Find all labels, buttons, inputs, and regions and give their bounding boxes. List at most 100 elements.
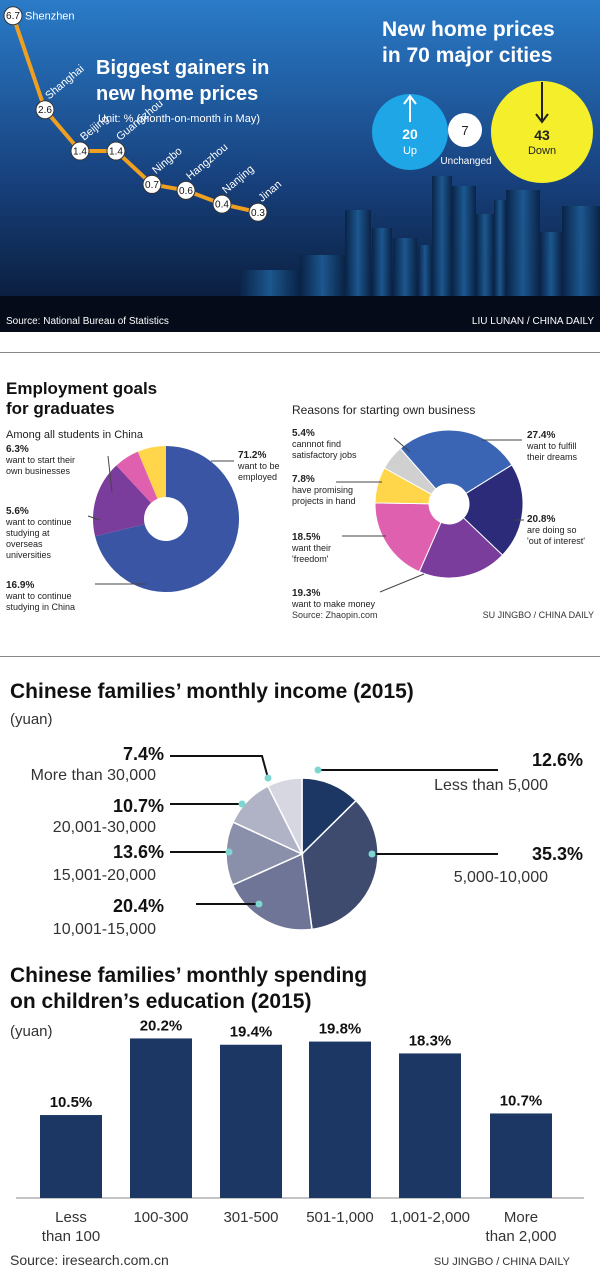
education-bar-category: Less [55, 1209, 87, 1226]
gainer-point [176, 180, 196, 200]
income-leader-dot [368, 850, 376, 858]
education-bar-value: 19.8% [319, 1021, 362, 1038]
business-slice-label: 'freedom' [292, 554, 329, 564]
gainer-city-label: Shenzhen [25, 11, 75, 23]
employment-slice-label: studying in China [6, 602, 75, 612]
business-slice-pct: 19.3% [292, 588, 320, 599]
income-slice-pct: 20.4% [113, 896, 164, 916]
gainers-title-line2: new home prices [96, 83, 258, 105]
unchanged-label: Unchanged [440, 156, 491, 167]
business-slice-label: cannnot find [292, 439, 341, 449]
business-slice-pct: 20.8% [527, 514, 555, 525]
income-slice [301, 799, 379, 931]
income-slice-label: 20,001-30,000 [53, 819, 156, 836]
education-bar-category: 1,001-2,000 [390, 1209, 470, 1226]
employment-slice-label: want to start their [5, 455, 75, 465]
income-leader-dot [264, 774, 272, 782]
education-source: Source: iresearch.com.cn [10, 1252, 169, 1268]
education-bar [399, 1053, 461, 1198]
employment-leader-line [87, 515, 101, 521]
income-slice-pct: 7.4% [123, 744, 164, 764]
employment-credit: SU JINGBO / CHINA DAILY [483, 610, 594, 620]
education-title-line1: Chinese families’ monthly spending [10, 964, 367, 987]
gainer-value-label: 0.7 [145, 180, 159, 191]
employment-slice-label: employed [238, 472, 277, 482]
business-reasons-title: Reasons for starting own business [292, 403, 475, 417]
business-slice-label: have promising [292, 485, 353, 495]
business-leader-line [379, 573, 425, 593]
education-bar-category: 301-500 [223, 1209, 278, 1226]
business-slice-pct: 18.5% [292, 532, 320, 543]
income-unit: (yuan) [10, 711, 53, 728]
education-bar [40, 1115, 102, 1198]
income-slice [301, 777, 358, 856]
home-prices-source: Source: National Bureau of Statistics [6, 316, 169, 327]
employment-title-line2: for graduates [6, 399, 115, 418]
education-bar-category: than 100 [42, 1228, 100, 1245]
income-slice-label: 5,000-10,000 [454, 869, 548, 886]
employment-graphic: Employment goals for graduates Among all… [5, 379, 594, 620]
gainer-point [142, 174, 162, 194]
business-slice-pct: 7.8% [292, 474, 315, 485]
business-reason-slice [462, 464, 524, 556]
education-bar-value: 18.3% [409, 1032, 452, 1049]
employment-slice-pct: 71.2% [238, 450, 266, 461]
income-leader-dot [314, 766, 322, 774]
down-count: 43 [534, 127, 550, 143]
gainer-value-label: 2.6 [38, 105, 52, 116]
education-bar-value: 19.4% [230, 1024, 273, 1041]
city-skyline [240, 176, 600, 310]
home-prices-credit: LIU LUNAN / CHINA DAILY [472, 316, 594, 327]
employment-slice-label: want to continue [5, 517, 72, 527]
ground-band [0, 296, 600, 332]
education-bar-value: 10.7% [500, 1092, 543, 1109]
business-reason-slice [374, 502, 442, 573]
divider-2 [0, 656, 600, 657]
employment-slice-label: want to continue [5, 591, 72, 601]
home-prices-graphic: 6.7 Shenzhen2.6Shanghai1.4Beijing1.4Guang… [0, 0, 600, 332]
education-title-line2: on children’s education (2015) [10, 990, 311, 1013]
education-bar [130, 1038, 192, 1198]
gainer-point [248, 202, 268, 222]
employment-title-line1: Employment goals [6, 379, 157, 398]
income-slice-pct: 10.7% [113, 796, 164, 816]
gainer-value-label: 0.4 [215, 200, 229, 211]
business-slice-pct: 27.4% [527, 430, 555, 441]
employment-subtitle: Among all students in China [6, 429, 144, 441]
education-unit: (yuan) [10, 1023, 53, 1040]
down-cities-circle [491, 81, 593, 183]
education-spending-graphic: Chinese families’ monthly spending on ch… [10, 964, 584, 1268]
business-slice-label: are doing so [527, 525, 577, 535]
employment-slice-label: universities [6, 550, 52, 560]
city-prices-title-line2: in 70 major cities [382, 44, 552, 67]
income-pie-chart: 12.6% Less than 5,000 35.3% 5,000-10,000 20.… [31, 744, 583, 938]
employment-slice-label: studying at [6, 528, 50, 538]
income-slice-label: Less than 5,000 [434, 777, 548, 794]
up-arrow-icon [403, 94, 417, 122]
gainers-title-line1: Biggest gainers in [96, 57, 269, 79]
education-bar [490, 1113, 552, 1198]
business-slice-label: want their [291, 543, 331, 553]
employment-slice [116, 451, 158, 503]
up-label: Up [403, 145, 417, 157]
city-prices-title-line1: New home prices [382, 18, 555, 41]
gainer-value-label: 1.4 [109, 147, 123, 158]
business-reason-slice [418, 517, 504, 579]
income-slice-label: More than 30,000 [31, 767, 157, 784]
employment-slice [137, 446, 166, 499]
employment-panel: Employment goals for graduates Among all… [0, 352, 600, 624]
employment-slice-label: overseas [6, 539, 43, 549]
home-prices-panel: 6.7 Shenzhen 2.6 Shanghai 1.4 Beijing 1.4 Guang… [0, 0, 600, 332]
gainer-point [106, 141, 126, 161]
gainer-value-label: 0.6 [179, 186, 193, 197]
income-slice-label: 15,001-20,000 [53, 867, 156, 884]
employment-slice-pct: 5.6% [6, 506, 29, 517]
income-title: Chinese families’ monthly income (2015) [10, 680, 414, 703]
gainer-value-label: 6.7 [6, 11, 20, 22]
education-bar-value: 10.5% [50, 1094, 93, 1111]
business-slice-label: want to fulfill [526, 441, 577, 451]
gainer-value-label: 1.4 [73, 147, 87, 158]
income-slice-pct: 13.6% [113, 842, 164, 862]
